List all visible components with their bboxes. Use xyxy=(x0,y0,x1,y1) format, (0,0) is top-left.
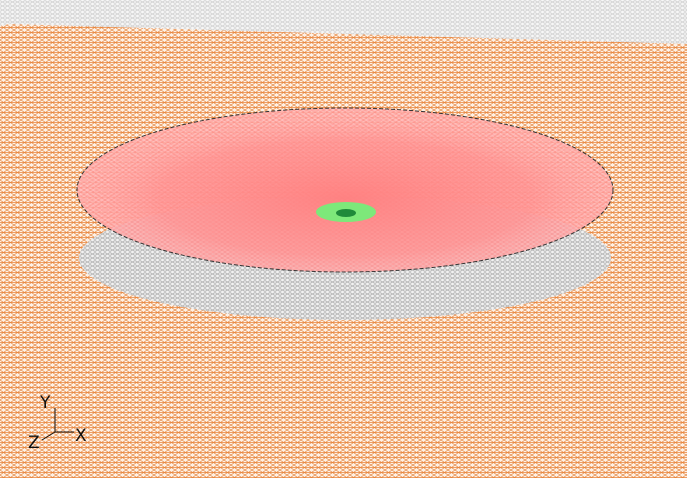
center-core xyxy=(336,209,356,217)
z-axis-label: Z xyxy=(28,433,40,453)
x-axis-label: X xyxy=(75,426,87,446)
y-axis-label: Y xyxy=(39,393,51,413)
upper-disk-shading xyxy=(77,108,613,272)
render-view: Y Z X xyxy=(0,0,687,478)
page: Y Z X (() => { const data = JSON.parse(d… xyxy=(0,0,687,478)
